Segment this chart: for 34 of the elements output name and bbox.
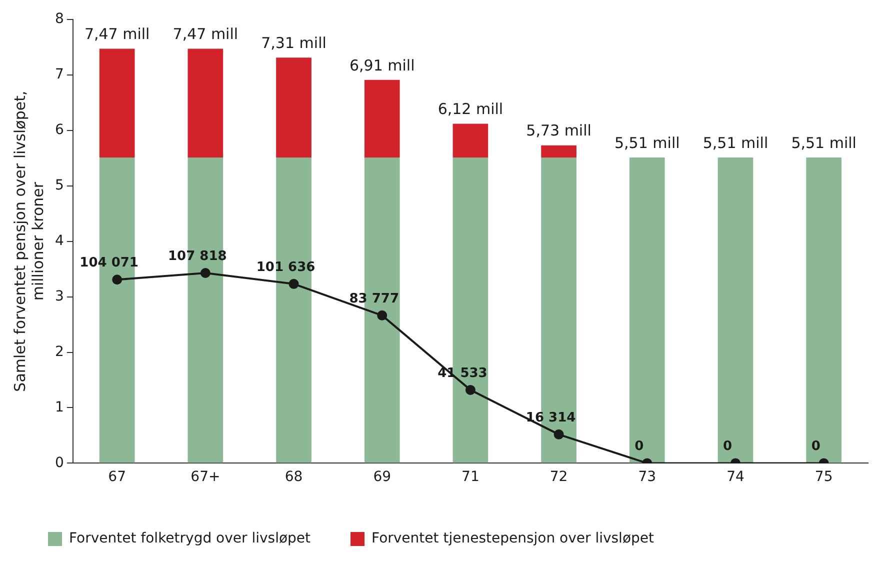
total-label: 7,31 mill — [261, 34, 326, 52]
x-tick-label: 74 — [726, 469, 744, 486]
total-label: 5,51 mill — [702, 134, 768, 152]
x-tick-label: 75 — [814, 469, 833, 486]
total-label: 5,73 mill — [526, 122, 592, 140]
total-label: 5,51 mill — [614, 134, 680, 152]
total-label: 6,91 mill — [349, 56, 415, 74]
x-tick-label: 67+ — [190, 469, 220, 486]
y-tick-label: 7 — [54, 66, 64, 83]
y-tick-label: 3 — [54, 288, 64, 304]
x-tick-label: 71 — [462, 469, 480, 486]
data-label: 0 — [722, 439, 732, 454]
x-tick-label: 73 — [638, 469, 656, 486]
total-label: 5,51 mill — [791, 134, 856, 152]
y-tick-label: 8 — [54, 11, 64, 28]
total-label: 7,47 mill — [84, 25, 150, 44]
y-tick-label: 2 — [54, 344, 64, 360]
y-tick-label: 4 — [54, 232, 64, 249]
data-label: 83 777 — [349, 291, 399, 306]
y-axis-title: Samlet forventet pensjon over livsløpet, millioner kroner — [10, 90, 47, 392]
y-tick-label: 5 — [54, 177, 64, 194]
x-tick-label: 72 — [550, 469, 568, 486]
y-tick-label: 1 — [54, 399, 64, 416]
data-label: 0 — [634, 439, 644, 454]
x-tick-label: 69 — [373, 469, 392, 486]
data-label: 0 — [811, 439, 820, 454]
x-tick-label: 68 — [284, 469, 303, 486]
total-label: 7,47 mill — [172, 25, 238, 44]
y-tick-label: 6 — [54, 122, 64, 138]
legend-label: Forventet folketrygd over livsløpet — [69, 530, 312, 547]
legend-label: Forventet tjenestepensjon over livsløpet — [372, 530, 655, 547]
y-tick-label: 0 — [54, 454, 64, 471]
total-label: 6,12 mill — [438, 100, 504, 118]
x-tick-label: 67 — [108, 469, 126, 486]
